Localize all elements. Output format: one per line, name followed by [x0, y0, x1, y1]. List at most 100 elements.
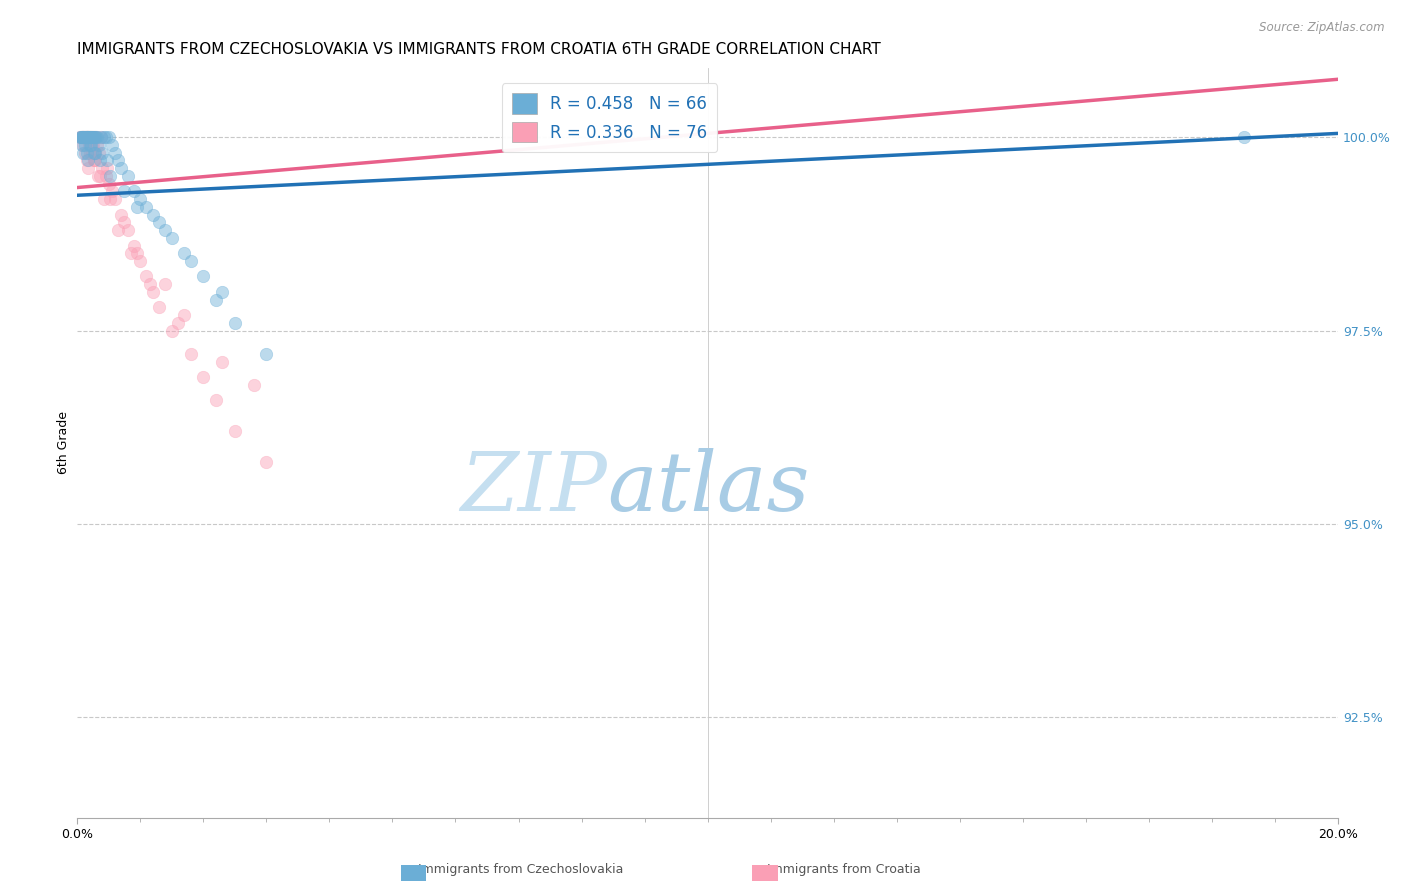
Text: atlas: atlas — [607, 448, 810, 528]
Point — [80, 130, 103, 145]
Point — [80, 138, 103, 153]
Text: Immigrants from Croatia: Immigrants from Croatia — [766, 863, 921, 876]
Point — [135, 200, 157, 214]
Point — [76, 130, 98, 145]
Point — [107, 223, 129, 237]
Point — [79, 138, 101, 153]
Point — [70, 130, 93, 145]
Point — [79, 145, 101, 160]
Point — [122, 185, 145, 199]
Text: Source: ZipAtlas.com: Source: ZipAtlas.com — [1260, 21, 1385, 34]
Point — [155, 277, 177, 292]
Point — [110, 208, 132, 222]
Point — [77, 153, 100, 168]
Point — [110, 161, 132, 176]
Point — [76, 130, 98, 145]
Point — [97, 177, 120, 191]
Point — [205, 393, 228, 408]
Point — [96, 153, 118, 168]
Point — [89, 145, 111, 160]
Point — [224, 316, 246, 330]
Point — [72, 145, 94, 160]
Point — [75, 145, 97, 160]
Point — [167, 316, 190, 330]
Point — [205, 293, 228, 307]
Point — [76, 130, 98, 145]
Text: Immigrants from Czechoslovakia: Immigrants from Czechoslovakia — [418, 863, 623, 876]
Point — [211, 285, 233, 299]
Point — [76, 130, 98, 145]
Point — [93, 130, 115, 145]
Point — [91, 145, 114, 160]
Point — [73, 130, 96, 145]
Point — [70, 130, 93, 145]
Point — [76, 145, 98, 160]
Point — [84, 153, 107, 168]
Point — [82, 130, 104, 145]
Point — [75, 130, 97, 145]
Point — [125, 246, 148, 260]
Point — [90, 130, 112, 145]
Point — [83, 153, 105, 168]
Text: IMMIGRANTS FROM CZECHOSLOVAKIA VS IMMIGRANTS FROM CROATIA 6TH GRADE CORRELATION : IMMIGRANTS FROM CZECHOSLOVAKIA VS IMMIGR… — [77, 42, 882, 57]
Point — [242, 377, 264, 392]
Point — [76, 130, 98, 145]
Point — [70, 130, 93, 145]
Point — [75, 130, 97, 145]
Point — [79, 130, 101, 145]
Point — [73, 130, 96, 145]
Point — [83, 130, 105, 145]
Point — [117, 223, 139, 237]
Point — [148, 301, 170, 315]
Point — [96, 161, 118, 176]
Point — [72, 130, 94, 145]
Point — [80, 130, 103, 145]
Point — [77, 130, 100, 145]
Point — [77, 130, 100, 145]
Point — [129, 254, 152, 268]
Point — [101, 138, 124, 153]
Point — [84, 130, 107, 145]
Point — [87, 169, 110, 183]
Point — [77, 161, 100, 176]
Point — [70, 130, 93, 145]
Point — [72, 138, 94, 153]
Point — [107, 153, 129, 168]
Point — [84, 145, 107, 160]
Point — [254, 455, 277, 469]
Point — [104, 145, 127, 160]
Point — [76, 130, 98, 145]
Point — [91, 161, 114, 176]
Point — [83, 145, 105, 160]
Point — [82, 138, 104, 153]
Point — [72, 130, 94, 145]
Point — [84, 130, 107, 145]
Point — [69, 130, 91, 145]
Point — [75, 130, 97, 145]
Point — [122, 238, 145, 252]
Point — [83, 130, 105, 145]
Point — [160, 324, 183, 338]
Point — [112, 215, 135, 229]
Point — [80, 130, 103, 145]
Point — [160, 231, 183, 245]
Point — [80, 145, 103, 160]
Point — [1233, 130, 1256, 145]
Point — [77, 130, 100, 145]
Point — [211, 354, 233, 368]
Point — [77, 138, 100, 153]
Point — [76, 130, 98, 145]
Point — [82, 130, 104, 145]
Point — [76, 130, 98, 145]
Point — [73, 130, 96, 145]
Point — [72, 130, 94, 145]
Point — [83, 153, 105, 168]
Point — [173, 246, 195, 260]
Point — [142, 285, 165, 299]
Point — [76, 153, 98, 168]
Point — [89, 138, 111, 153]
Point — [148, 215, 170, 229]
Point — [97, 130, 120, 145]
Point — [180, 347, 202, 361]
Point — [120, 246, 142, 260]
